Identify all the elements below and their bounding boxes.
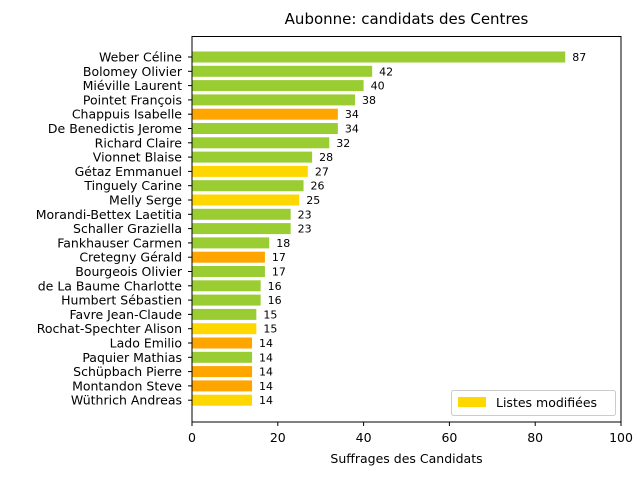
x-tick-label: 80 <box>527 430 543 445</box>
data-label: 14 <box>259 394 273 407</box>
data-label: 15 <box>263 323 277 336</box>
bar <box>192 266 265 277</box>
category-label: Gétaz Emmanuel <box>75 164 182 179</box>
x-axis-ticks-group: 0 20 40 60 80 100 <box>188 422 633 445</box>
data-label: 18 <box>276 237 290 250</box>
data-label: 14 <box>259 366 273 379</box>
x-axis-label: Suffrages des Candidats <box>330 451 482 466</box>
category-label: Schaller Graziella <box>73 221 182 236</box>
data-label: 34 <box>345 123 359 136</box>
category-label: Fankhauser Carmen <box>57 235 182 250</box>
data-label: 42 <box>379 65 393 78</box>
bar <box>192 51 566 63</box>
bar <box>192 394 253 406</box>
bar <box>192 251 265 263</box>
plot-frame <box>191 36 622 423</box>
bar <box>192 337 253 349</box>
category-label: Favre Jean-Claude <box>69 307 182 322</box>
category-label: Melly Serge <box>109 193 182 208</box>
bar <box>192 223 291 235</box>
data-label: 27 <box>315 165 329 178</box>
category-label: Weber Céline <box>99 50 182 65</box>
category-label: Chappuis Isabelle <box>72 107 182 122</box>
data-label: 34 <box>345 108 359 121</box>
x-tick-label: 40 <box>356 430 372 445</box>
bar <box>192 237 270 249</box>
legend-box <box>451 390 616 416</box>
x-tick-label: 0 <box>188 430 196 445</box>
category-label: Schüpbach Pierre <box>73 364 182 379</box>
bar <box>192 351 253 363</box>
legend-swatch <box>458 397 486 407</box>
data-label: 40 <box>371 80 385 93</box>
x-tick-label: 60 <box>441 430 457 445</box>
data-label: 14 <box>259 337 273 350</box>
bar <box>192 180 304 192</box>
category-label: Miéville Laurent <box>83 78 182 93</box>
bar <box>192 165 308 177</box>
category-label: Humbert Sébastien <box>61 293 182 308</box>
data-label: 23 <box>298 208 312 221</box>
category-label: Richard Claire <box>95 135 183 150</box>
bar <box>192 65 373 77</box>
category-label: Paquier Mathias <box>82 350 182 365</box>
bar <box>192 323 257 335</box>
data-label: 38 <box>362 94 376 107</box>
bar <box>192 137 330 149</box>
bar <box>192 280 261 292</box>
bar <box>192 94 356 106</box>
data-label: 14 <box>259 380 273 393</box>
data-label: 17 <box>272 251 286 264</box>
bars-group <box>192 51 566 406</box>
chart-title: Aubonne: candidats des Centres <box>285 10 529 28</box>
bar <box>192 208 291 220</box>
bar <box>192 151 313 163</box>
data-label: 28 <box>319 151 333 164</box>
data-label: 23 <box>298 223 312 236</box>
category-label: Montandon Steve <box>72 378 182 393</box>
bar <box>192 380 253 392</box>
bar <box>192 108 338 120</box>
category-label: Morandi-Bettex Laetitia <box>36 207 182 222</box>
bar <box>192 294 261 306</box>
data-label: 25 <box>306 194 320 207</box>
category-label: Bourgeois Olivier <box>75 264 183 279</box>
category-label: Pointet François <box>83 92 182 107</box>
category-label: Lado Emilio <box>110 336 182 351</box>
category-label: Bolomey Olivier <box>83 64 183 79</box>
data-label: 15 <box>263 308 277 321</box>
category-label: Wüthrich Andreas <box>71 393 182 408</box>
data-labels-group: 8742403834343228272625232318171716161515… <box>259 51 586 407</box>
legend-label: Listes modifiées <box>496 395 597 410</box>
category-label: Cretegny Gérald <box>79 250 182 265</box>
bar <box>192 194 300 206</box>
data-label: 16 <box>268 280 282 293</box>
data-label: 14 <box>259 351 273 364</box>
category-label: de La Baume Charlotte <box>38 278 183 293</box>
category-label: Tinguely Carine <box>83 178 182 193</box>
data-label: 17 <box>272 266 286 279</box>
bar <box>192 366 253 378</box>
x-tick-label: 20 <box>270 430 286 445</box>
x-tick-label: 100 <box>609 430 633 445</box>
data-label: 32 <box>336 137 350 150</box>
data-label: 87 <box>572 51 586 64</box>
category-label: Rochat-Spechter Alison <box>37 321 182 336</box>
data-label: 16 <box>268 294 282 307</box>
bar <box>192 123 338 134</box>
legend: Listes modifiées <box>451 390 616 416</box>
bar <box>192 80 364 92</box>
data-label: 26 <box>311 180 325 193</box>
category-label: Vionnet Blaise <box>93 150 183 165</box>
category-label: De Benedictis Jerome <box>48 121 182 136</box>
bar <box>192 308 257 320</box>
